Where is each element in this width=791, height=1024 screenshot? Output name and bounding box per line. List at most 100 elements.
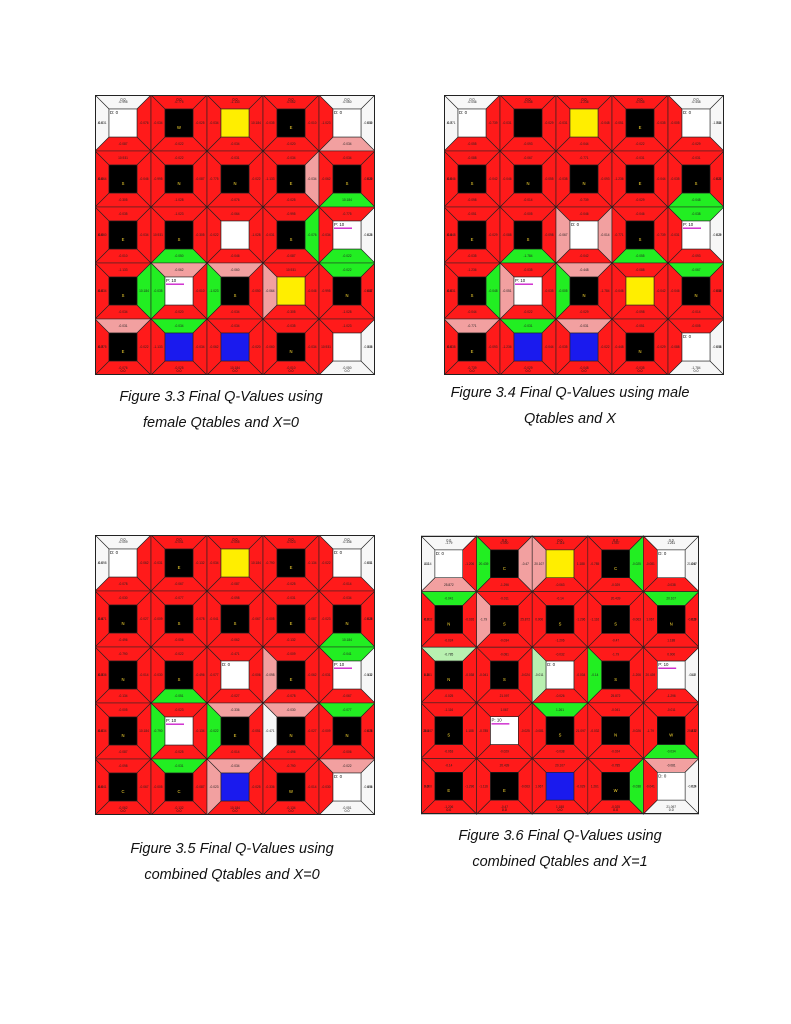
grid-cell: -0.060 -0.034 -1.023 -0.050 S bbox=[206, 262, 264, 320]
q-value-label: -0.496 bbox=[195, 673, 204, 677]
edge-label-left: 0.0 bbox=[98, 617, 103, 621]
q-value-label: -0.029 bbox=[579, 310, 588, 314]
q-value-label: -0.132 bbox=[286, 638, 295, 642]
edge-label-left: 0.0 bbox=[447, 345, 452, 349]
q-value-label: -0.093 bbox=[488, 345, 497, 349]
edge-label-top: 0.0 bbox=[345, 98, 350, 102]
q-value-label: -0.025 bbox=[251, 785, 260, 789]
policy-letter: N bbox=[582, 293, 585, 298]
q-value-label: -0.771 bbox=[446, 121, 455, 125]
q-value-label: -0.022 bbox=[251, 177, 260, 181]
q-value-label: -0.009 bbox=[321, 729, 330, 733]
edge-label-right: 0.0 bbox=[367, 177, 372, 181]
q-value-label: -1.206 bbox=[632, 673, 641, 677]
q-value-label: -0.048 bbox=[488, 289, 497, 293]
state-square bbox=[434, 605, 463, 634]
policy-letter: S bbox=[290, 237, 293, 242]
q-value-label: -1.296 bbox=[500, 583, 509, 587]
q-value-label: -1.236 bbox=[467, 268, 476, 272]
q-value-label: -0.062 bbox=[286, 100, 295, 104]
q-value-label: -0.077 bbox=[342, 708, 351, 712]
q-value-label: -0.009 bbox=[153, 617, 162, 621]
q-value-label: -0.062 bbox=[209, 345, 218, 349]
edge-label-right: 0.0 bbox=[716, 177, 721, 181]
q-value-label: 10.184 bbox=[139, 729, 149, 733]
policy-letter: N bbox=[345, 621, 348, 626]
q-value-label: -0.038 bbox=[691, 212, 700, 216]
edge-label-bottom: 0.0 bbox=[233, 809, 238, 813]
q-value-label: -0.098 bbox=[635, 310, 644, 314]
q-value-label: -0.051 bbox=[251, 729, 260, 733]
q-value-label: -0.025 bbox=[286, 198, 295, 202]
q-value-label: -0.471 bbox=[265, 729, 274, 733]
q-value-label: -0.029 bbox=[523, 366, 532, 370]
q-value-label: -0.022 bbox=[523, 310, 532, 314]
q-value-label: -0.067 bbox=[558, 233, 567, 237]
q-value-label: -0.035 bbox=[656, 121, 665, 125]
grid-cell: -0.046 -0.055 -0.771 -0.739 D: 0 bbox=[444, 95, 501, 152]
q-value-label: -0.305 bbox=[286, 310, 295, 314]
q-value-label: -0.025 bbox=[195, 121, 204, 125]
state-square bbox=[220, 332, 250, 362]
q-value-label: -0.023 bbox=[209, 785, 218, 789]
q-value-label: -0.063 bbox=[444, 750, 453, 754]
policy-letter: S bbox=[503, 677, 506, 682]
state-square bbox=[220, 772, 250, 802]
q-value-label: -0.031 bbox=[321, 673, 330, 677]
state-square bbox=[601, 660, 630, 690]
grid-cell: 10.931 -0.305 -0.064 -0.046 S bbox=[95, 150, 152, 208]
q-value-label: -0.034 bbox=[153, 121, 162, 125]
state-square bbox=[545, 549, 575, 578]
grid-cell: -0.031 -0.076 -0.775 -0.022 E bbox=[95, 318, 152, 375]
q-value-label: -0.055 bbox=[544, 177, 553, 181]
q-value-label: -0.026 bbox=[632, 729, 641, 733]
state-square bbox=[276, 332, 306, 362]
q-value-label: -0.035 bbox=[635, 100, 644, 104]
q-value-label: -0.030 bbox=[118, 596, 127, 600]
policy-letter: E bbox=[290, 621, 293, 626]
q-value-label: -0.051 bbox=[174, 694, 183, 698]
q-value-label: -1.206 bbox=[556, 638, 565, 642]
q-value-label: -0.031 bbox=[558, 121, 567, 125]
q-value-label: -0.010 bbox=[307, 121, 316, 125]
grid-cell: -0.448 -0.029 -0.005 -1.784 N bbox=[555, 262, 613, 320]
edge-label-right: 0.0 bbox=[716, 345, 721, 349]
edge-label-left: 0.0 bbox=[98, 673, 103, 677]
q-value-label: -0.087 bbox=[230, 582, 239, 586]
state-square bbox=[657, 716, 686, 745]
q-value-label: -0.014 bbox=[691, 310, 700, 314]
reward-bar bbox=[491, 723, 510, 725]
q-value-label: -0.031 bbox=[446, 289, 455, 293]
state-badge: P: 10 bbox=[515, 278, 526, 283]
q-value-label: -0.006 bbox=[251, 673, 260, 677]
q-value-label: -0.022 bbox=[174, 142, 183, 146]
state-square bbox=[601, 772, 630, 801]
q-value-label: -0.020 bbox=[174, 310, 183, 314]
grid-cell: -0.035 -0.010 -0.060 -0.034 E bbox=[95, 206, 152, 264]
policy-letter: E bbox=[178, 565, 181, 570]
state-square bbox=[569, 108, 599, 138]
q-value-label: -0.062 bbox=[230, 638, 239, 642]
q-value-label: -0.005 bbox=[153, 785, 162, 789]
state-badge: D: 0 bbox=[683, 334, 692, 339]
grid-cell: -1.133 -0.034 -0.034 10.184 bbox=[206, 95, 264, 152]
state-square bbox=[164, 548, 194, 578]
state-square bbox=[601, 549, 630, 578]
policy-letter: W bbox=[289, 789, 293, 794]
q-value-label: -0.035 bbox=[467, 254, 476, 258]
q-value-label: -0.025 bbox=[174, 750, 183, 754]
edge-label-bottom: 0.0 bbox=[177, 809, 182, 813]
policy-letter: S bbox=[559, 621, 562, 626]
grid-cell: -0.775 -0.022 -0.034 -0.025 P: 10 bbox=[318, 206, 375, 264]
q-value-label: -0.051 bbox=[363, 561, 372, 565]
reward-bar bbox=[658, 667, 677, 669]
policy-letter: C bbox=[614, 566, 617, 571]
q-value-label: -0.005 bbox=[670, 121, 679, 125]
q-value-label: 1.261 bbox=[667, 541, 675, 545]
q-value-label: -0.771 bbox=[579, 156, 588, 160]
q-value-label: -0.029 bbox=[488, 233, 497, 237]
q-value-label: -0.064 bbox=[97, 177, 106, 181]
grid-cell: -1.116 -0.063 20.107 1.188 bbox=[531, 535, 589, 593]
q-value-label: -0.739 bbox=[579, 198, 588, 202]
